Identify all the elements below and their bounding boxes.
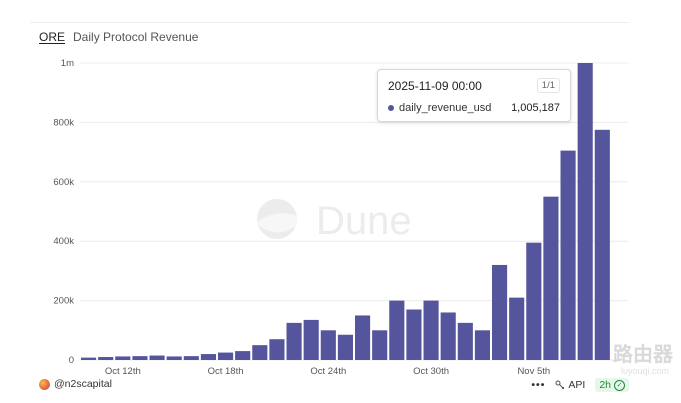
bar-2025-10-12[interactable]	[115, 356, 131, 360]
bar-2025-10-31[interactable]	[440, 312, 456, 360]
bar-2025-10-11[interactable]	[98, 357, 114, 360]
bar-2025-11-03[interactable]	[492, 264, 508, 360]
bar-2025-10-14[interactable]	[149, 355, 165, 360]
tooltip-series: daily_revenue_usd	[388, 102, 491, 114]
series-color-dot-icon	[388, 105, 394, 111]
bar-2025-10-21[interactable]	[269, 339, 285, 360]
tooltip-value: 1,005,187	[511, 102, 560, 114]
api-label: API	[568, 379, 586, 391]
bar-2025-11-02[interactable]	[474, 330, 490, 360]
x-axis-ticks: Oct 12th Oct 18th Oct 24th Oct 30th Nov 5th	[105, 366, 550, 377]
bar-2025-10-18[interactable]	[218, 352, 234, 360]
avatar	[39, 378, 50, 390]
bar-2025-11-08[interactable]	[577, 63, 593, 360]
y-tick-label: 200k	[53, 296, 74, 307]
bar-2025-10-25[interactable]	[337, 334, 353, 360]
bar-2025-10-29[interactable]	[406, 309, 422, 360]
y-tick-label: 0	[69, 355, 74, 366]
bar-2025-11-07[interactable]	[560, 150, 576, 360]
chart-tooltip: 2025-11-09 00:00 1/1 daily_revenue_usd 1…	[377, 69, 571, 122]
chart-title: Daily Protocol Revenue	[73, 30, 199, 44]
x-tick-label: Oct 12th	[105, 366, 141, 377]
author-link[interactable]: @n2scapital	[39, 378, 112, 390]
dune-watermark: Dune	[257, 199, 412, 243]
refresh-age: 2h	[599, 379, 611, 391]
tooltip-page-indicator: 1/1	[536, 78, 560, 93]
bar-2025-10-15[interactable]	[166, 356, 182, 360]
y-tick-label: 1m	[61, 58, 74, 69]
card-top-divider	[30, 22, 629, 23]
x-tick-label: Oct 24th	[310, 366, 346, 377]
y-axis-ticks: 0 200k 400k 600k 800k 1m	[53, 58, 74, 366]
api-icon	[555, 380, 565, 389]
bar-2025-10-19[interactable]	[235, 351, 251, 360]
bar-2025-11-09[interactable]	[594, 129, 610, 360]
bar-2025-11-05[interactable]	[526, 242, 542, 360]
project-link[interactable]: ORE	[39, 30, 66, 44]
bar-2025-11-01[interactable]	[457, 322, 473, 360]
y-tick-label: 800k	[53, 117, 74, 128]
bar-2025-10-16[interactable]	[183, 356, 199, 360]
check-icon: ✓	[614, 379, 625, 391]
bar-2025-10-10[interactable]	[81, 357, 97, 360]
bar-2025-11-06[interactable]	[543, 196, 559, 360]
bar-2025-10-23[interactable]	[303, 319, 319, 360]
dune-watermark-text: Dune	[316, 199, 412, 243]
tooltip-date: 2025-11-09 00:00	[388, 78, 482, 93]
bar-2025-10-27[interactable]	[372, 330, 388, 360]
api-button[interactable]: API	[555, 379, 585, 391]
y-tick-label: 400k	[53, 236, 74, 247]
chart-header: ORE Daily Protocol Revenue	[39, 30, 198, 44]
bar-2025-10-30[interactable]	[423, 300, 439, 360]
corner-watermark: 路由器	[613, 344, 673, 366]
bar-2025-10-17[interactable]	[200, 354, 216, 360]
bar-2025-10-26[interactable]	[355, 315, 371, 360]
bar-2025-10-28[interactable]	[389, 300, 405, 360]
bars	[81, 63, 610, 360]
bar-2025-10-20[interactable]	[252, 345, 268, 360]
more-options-button[interactable]: •••	[531, 379, 546, 391]
footer-tools: ••• API 2h ✓	[531, 378, 629, 392]
chart-footer: @n2scapital ••• API 2h ✓	[39, 378, 629, 394]
y-tick-label: 600k	[53, 177, 74, 188]
x-tick-label: Oct 18th	[208, 366, 244, 377]
bar-2025-10-24[interactable]	[320, 330, 336, 360]
bar-2025-11-04[interactable]	[509, 297, 525, 360]
x-tick-label: Nov 5th	[517, 366, 550, 377]
corner-watermark-url: luyouqi.com	[620, 366, 669, 376]
author-name: @n2scapital	[54, 378, 112, 390]
bar-2025-10-13[interactable]	[132, 356, 148, 360]
x-tick-label: Oct 30th	[413, 366, 449, 377]
refresh-status-badge[interactable]: 2h ✓	[595, 378, 629, 392]
tooltip-series-name: daily_revenue_usd	[399, 102, 492, 114]
bar-2025-10-22[interactable]	[286, 322, 302, 360]
